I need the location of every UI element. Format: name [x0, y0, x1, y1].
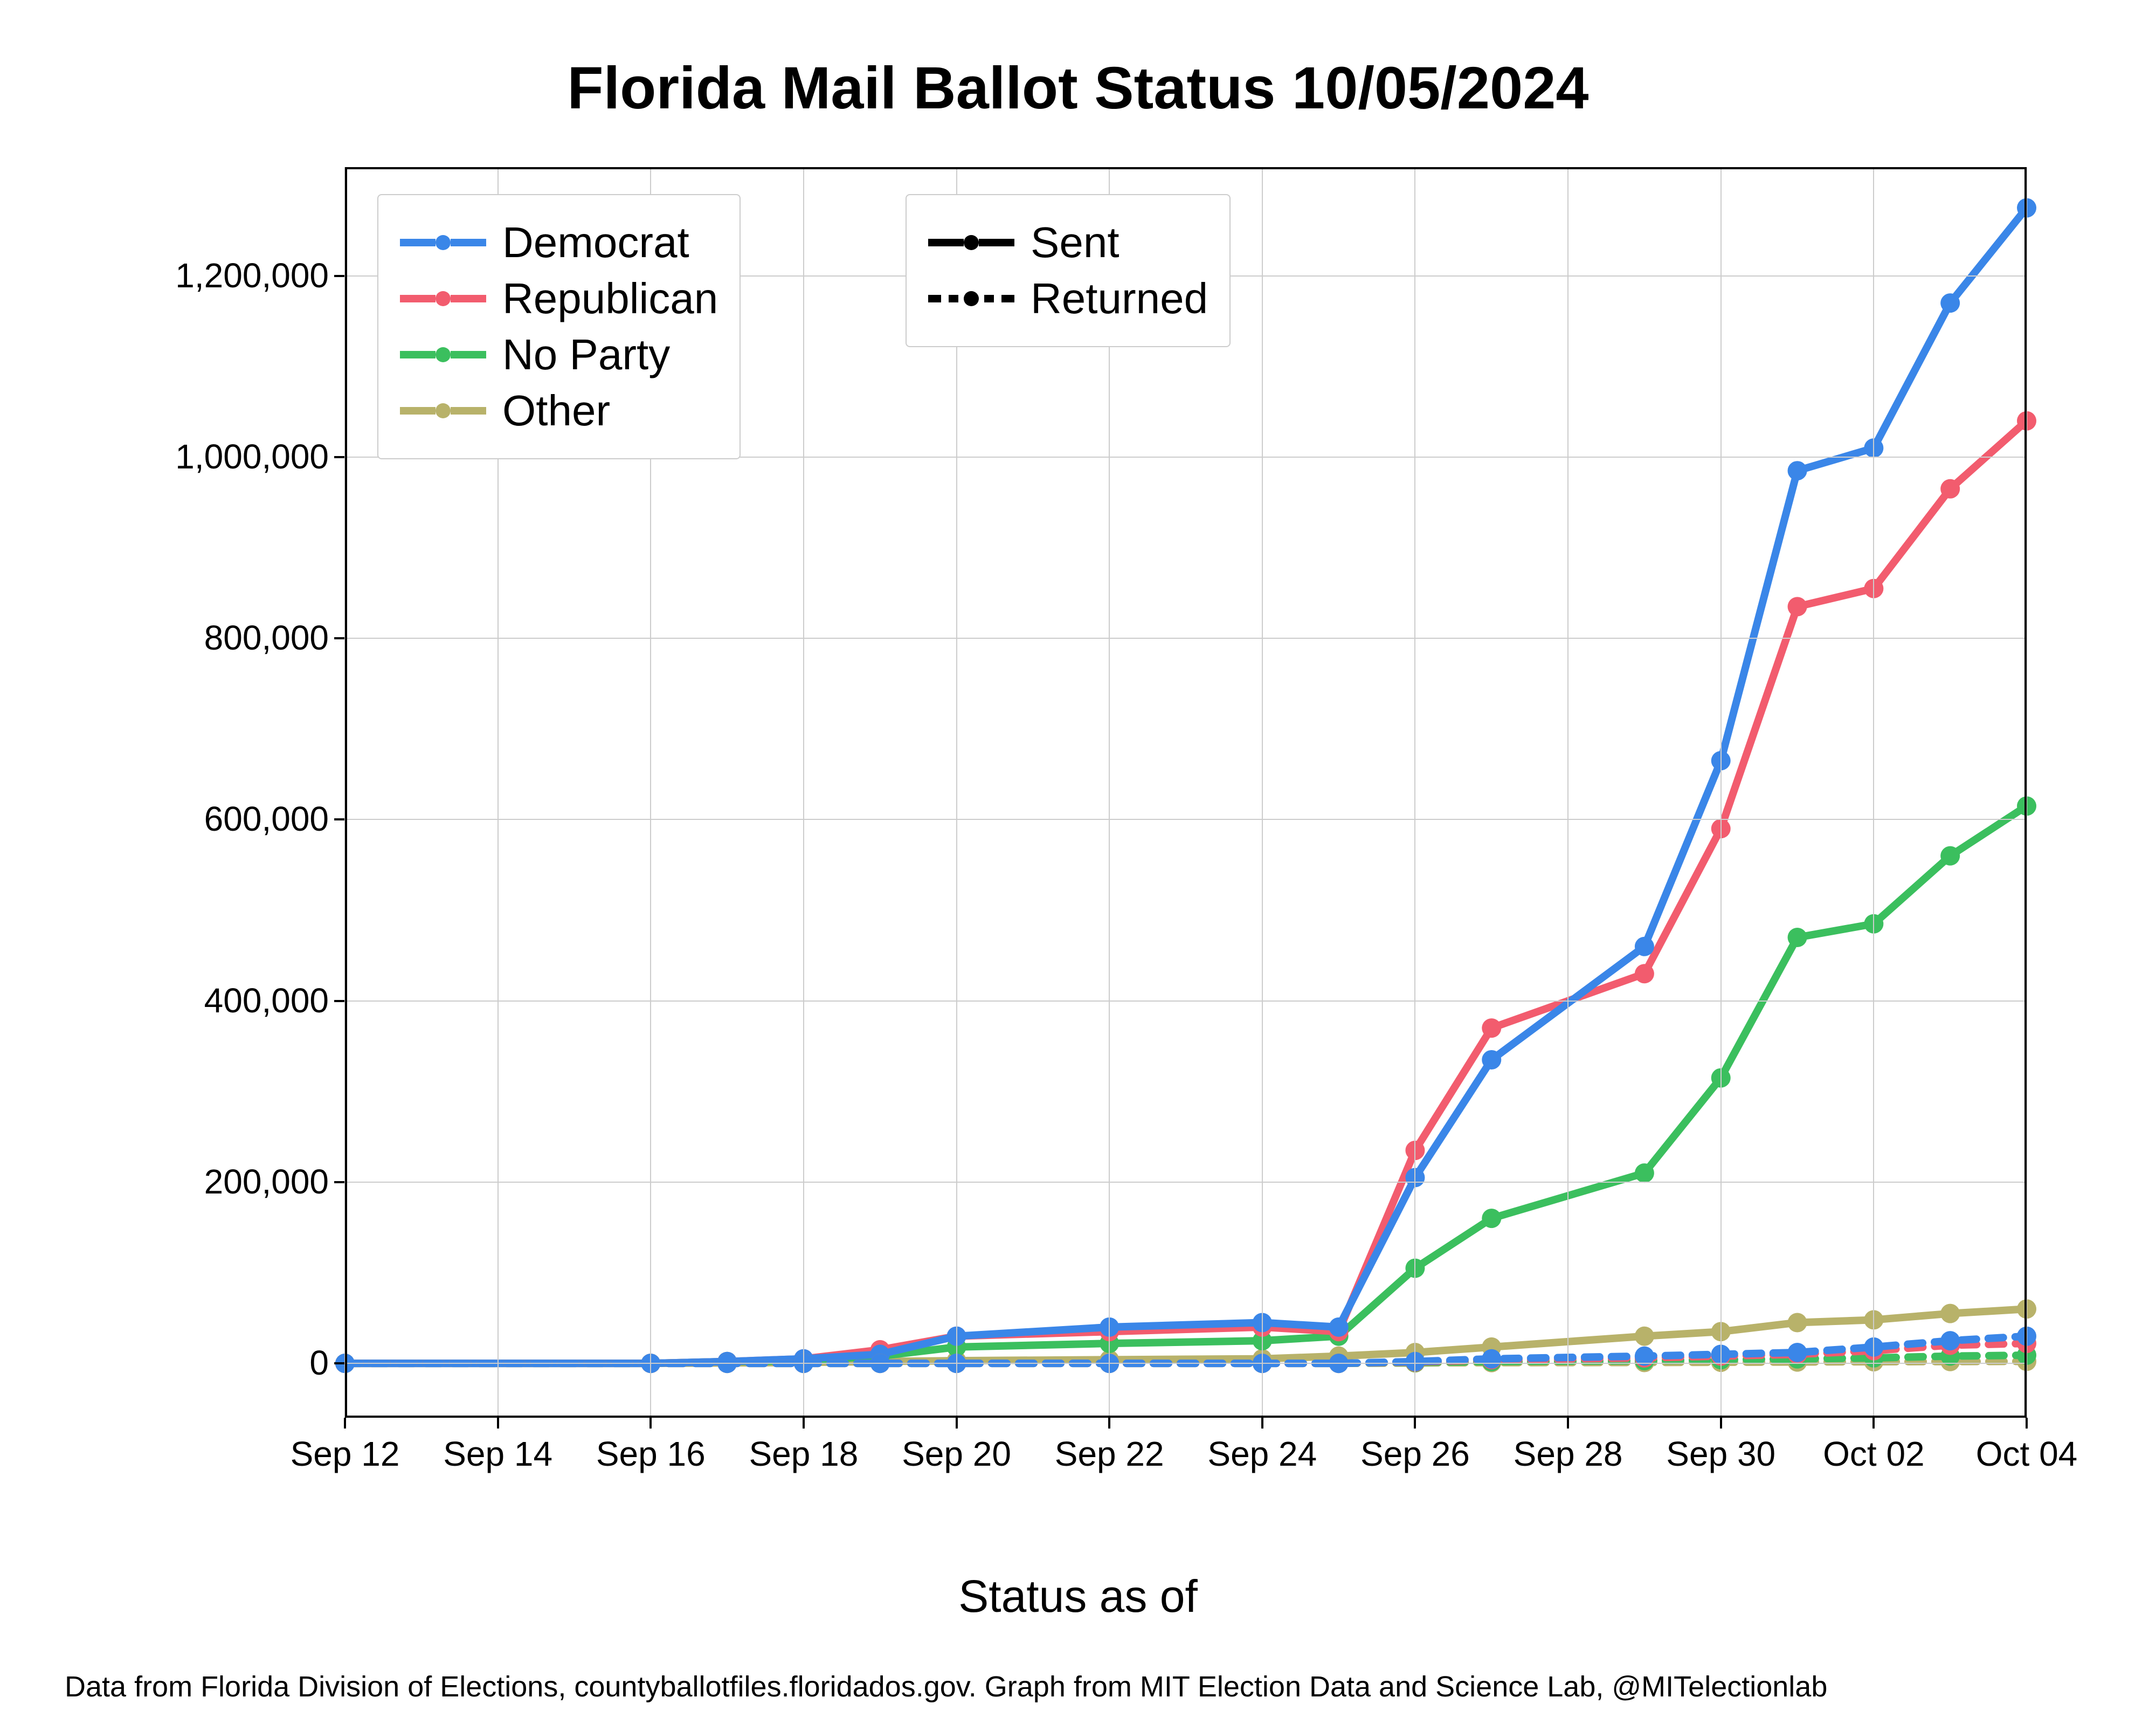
legend-label: Sent: [1031, 218, 1120, 267]
grid-line-horizontal: [345, 1182, 2027, 1183]
grid-line-vertical: [803, 167, 804, 1418]
ytick-label: 0: [309, 1343, 329, 1383]
grid-line-horizontal: [345, 1000, 2027, 1002]
series-marker-democrat_ret: [1940, 1331, 1960, 1350]
legend-row: No Party: [400, 330, 718, 380]
grid-line-vertical: [1262, 167, 1263, 1418]
legend-label: No Party: [502, 330, 670, 380]
xtick-mark: [1261, 1418, 1263, 1429]
xtick-label: Sep 30: [1651, 1434, 1791, 1474]
series-marker-republican_sent: [1635, 964, 1654, 983]
ytick-label: 200,000: [204, 1162, 329, 1202]
legend-row: Republican: [400, 274, 718, 323]
grid-line-vertical: [1720, 167, 1722, 1418]
series-marker-republican_sent: [1940, 479, 1960, 499]
series-marker-democrat_ret: [1482, 1349, 1501, 1369]
series-marker-democrat_sent: [1329, 1317, 1349, 1337]
xtick-mark: [2026, 1418, 2028, 1429]
series-marker-democrat_sent: [1482, 1050, 1501, 1070]
ytick-mark: [334, 637, 345, 639]
axis-spine: [345, 1416, 2027, 1418]
series-marker-noparty_sent: [1482, 1209, 1501, 1228]
ytick-label: 400,000: [204, 981, 329, 1020]
xtick-mark: [1108, 1418, 1110, 1429]
xtick-label: Oct 02: [1803, 1434, 1944, 1474]
legend-row: Sent: [928, 218, 1208, 267]
xtick-label: Sep 26: [1345, 1434, 1485, 1474]
legend-parties: Democrat Republican No Party Other: [377, 194, 741, 459]
xtick-mark: [956, 1418, 958, 1429]
series-line-noparty_sent: [345, 806, 2027, 1363]
series-marker-republican_sent: [1788, 597, 1807, 616]
xtick-mark: [344, 1418, 346, 1429]
series-marker-democrat_sent: [1635, 937, 1654, 956]
grid-line-vertical: [1873, 167, 1874, 1418]
grid-line-vertical: [1567, 167, 1568, 1418]
grid-line-vertical: [1414, 167, 1415, 1418]
legend-label: Returned: [1031, 274, 1208, 323]
xtick-label: Sep 22: [1039, 1434, 1179, 1474]
legend-swatch: [400, 291, 486, 306]
axis-spine: [345, 167, 347, 1418]
xtick-mark: [1567, 1418, 1569, 1429]
series-marker-democrat_sent: [1788, 461, 1807, 480]
legend-swatch: [400, 347, 486, 362]
ytick-label: 800,000: [204, 618, 329, 658]
xtick-mark: [1720, 1418, 1722, 1429]
legend-swatch: [400, 403, 486, 418]
xtick-label: Oct 04: [1957, 1434, 2097, 1474]
ytick-mark: [334, 1000, 345, 1002]
legend-label: Other: [502, 386, 610, 436]
xtick-mark: [649, 1418, 652, 1429]
ytick-mark: [334, 1362, 345, 1364]
ytick-mark: [334, 275, 345, 277]
axis-spine: [345, 167, 2027, 169]
legend-label: Republican: [502, 274, 718, 323]
series-marker-other_sent: [1788, 1313, 1807, 1332]
xtick-label: Sep 18: [734, 1434, 874, 1474]
ytick-label: 1,000,000: [175, 437, 329, 477]
grid-line-vertical: [956, 167, 957, 1418]
ytick-mark: [334, 818, 345, 820]
ytick-label: 1,200,000: [175, 256, 329, 295]
grid-line-horizontal: [345, 819, 2027, 820]
legend-row: Other: [400, 386, 718, 436]
xtick-label: Sep 14: [428, 1434, 568, 1474]
xtick-label: Sep 24: [1192, 1434, 1332, 1474]
series-marker-other_sent: [1940, 1304, 1960, 1323]
legend-label: Democrat: [502, 218, 689, 267]
xtick-label: Sep 28: [1498, 1434, 1638, 1474]
series-marker-republican_sent: [1482, 1018, 1501, 1038]
ytick-label: 600,000: [204, 799, 329, 839]
series-marker-democrat_ret: [1788, 1343, 1807, 1362]
legend-row: Returned: [928, 274, 1208, 323]
ytick-mark: [334, 456, 345, 458]
grid-line-horizontal: [345, 638, 2027, 639]
legend-swatch: [928, 235, 1014, 250]
xtick-mark: [1872, 1418, 1875, 1429]
series-marker-noparty_sent: [1940, 846, 1960, 866]
series-marker-democrat_sent: [1940, 293, 1960, 313]
legend-row: Democrat: [400, 218, 718, 267]
xtick-label: Sep 20: [887, 1434, 1027, 1474]
legend-swatch: [400, 235, 486, 250]
chart-container: Florida Mail Ballot Status 10/05/2024 Cu…: [0, 0, 2156, 1725]
series-marker-noparty_sent: [1635, 1163, 1654, 1183]
xtick-mark: [497, 1418, 499, 1429]
xtick-label: Sep 16: [581, 1434, 721, 1474]
series-marker-noparty_sent: [1788, 928, 1807, 947]
legend-swatch: [928, 291, 1014, 306]
legend-styles: Sent Returned: [906, 194, 1231, 347]
grid-line-horizontal: [345, 1363, 2027, 1364]
axis-spine: [2024, 167, 2027, 1418]
xtick-mark: [1414, 1418, 1416, 1429]
series-marker-other_sent: [1635, 1327, 1654, 1346]
ytick-mark: [334, 1181, 345, 1183]
xtick-mark: [803, 1418, 805, 1429]
xtick-label: Sep 12: [275, 1434, 415, 1474]
grid-line-vertical: [1109, 167, 1110, 1418]
